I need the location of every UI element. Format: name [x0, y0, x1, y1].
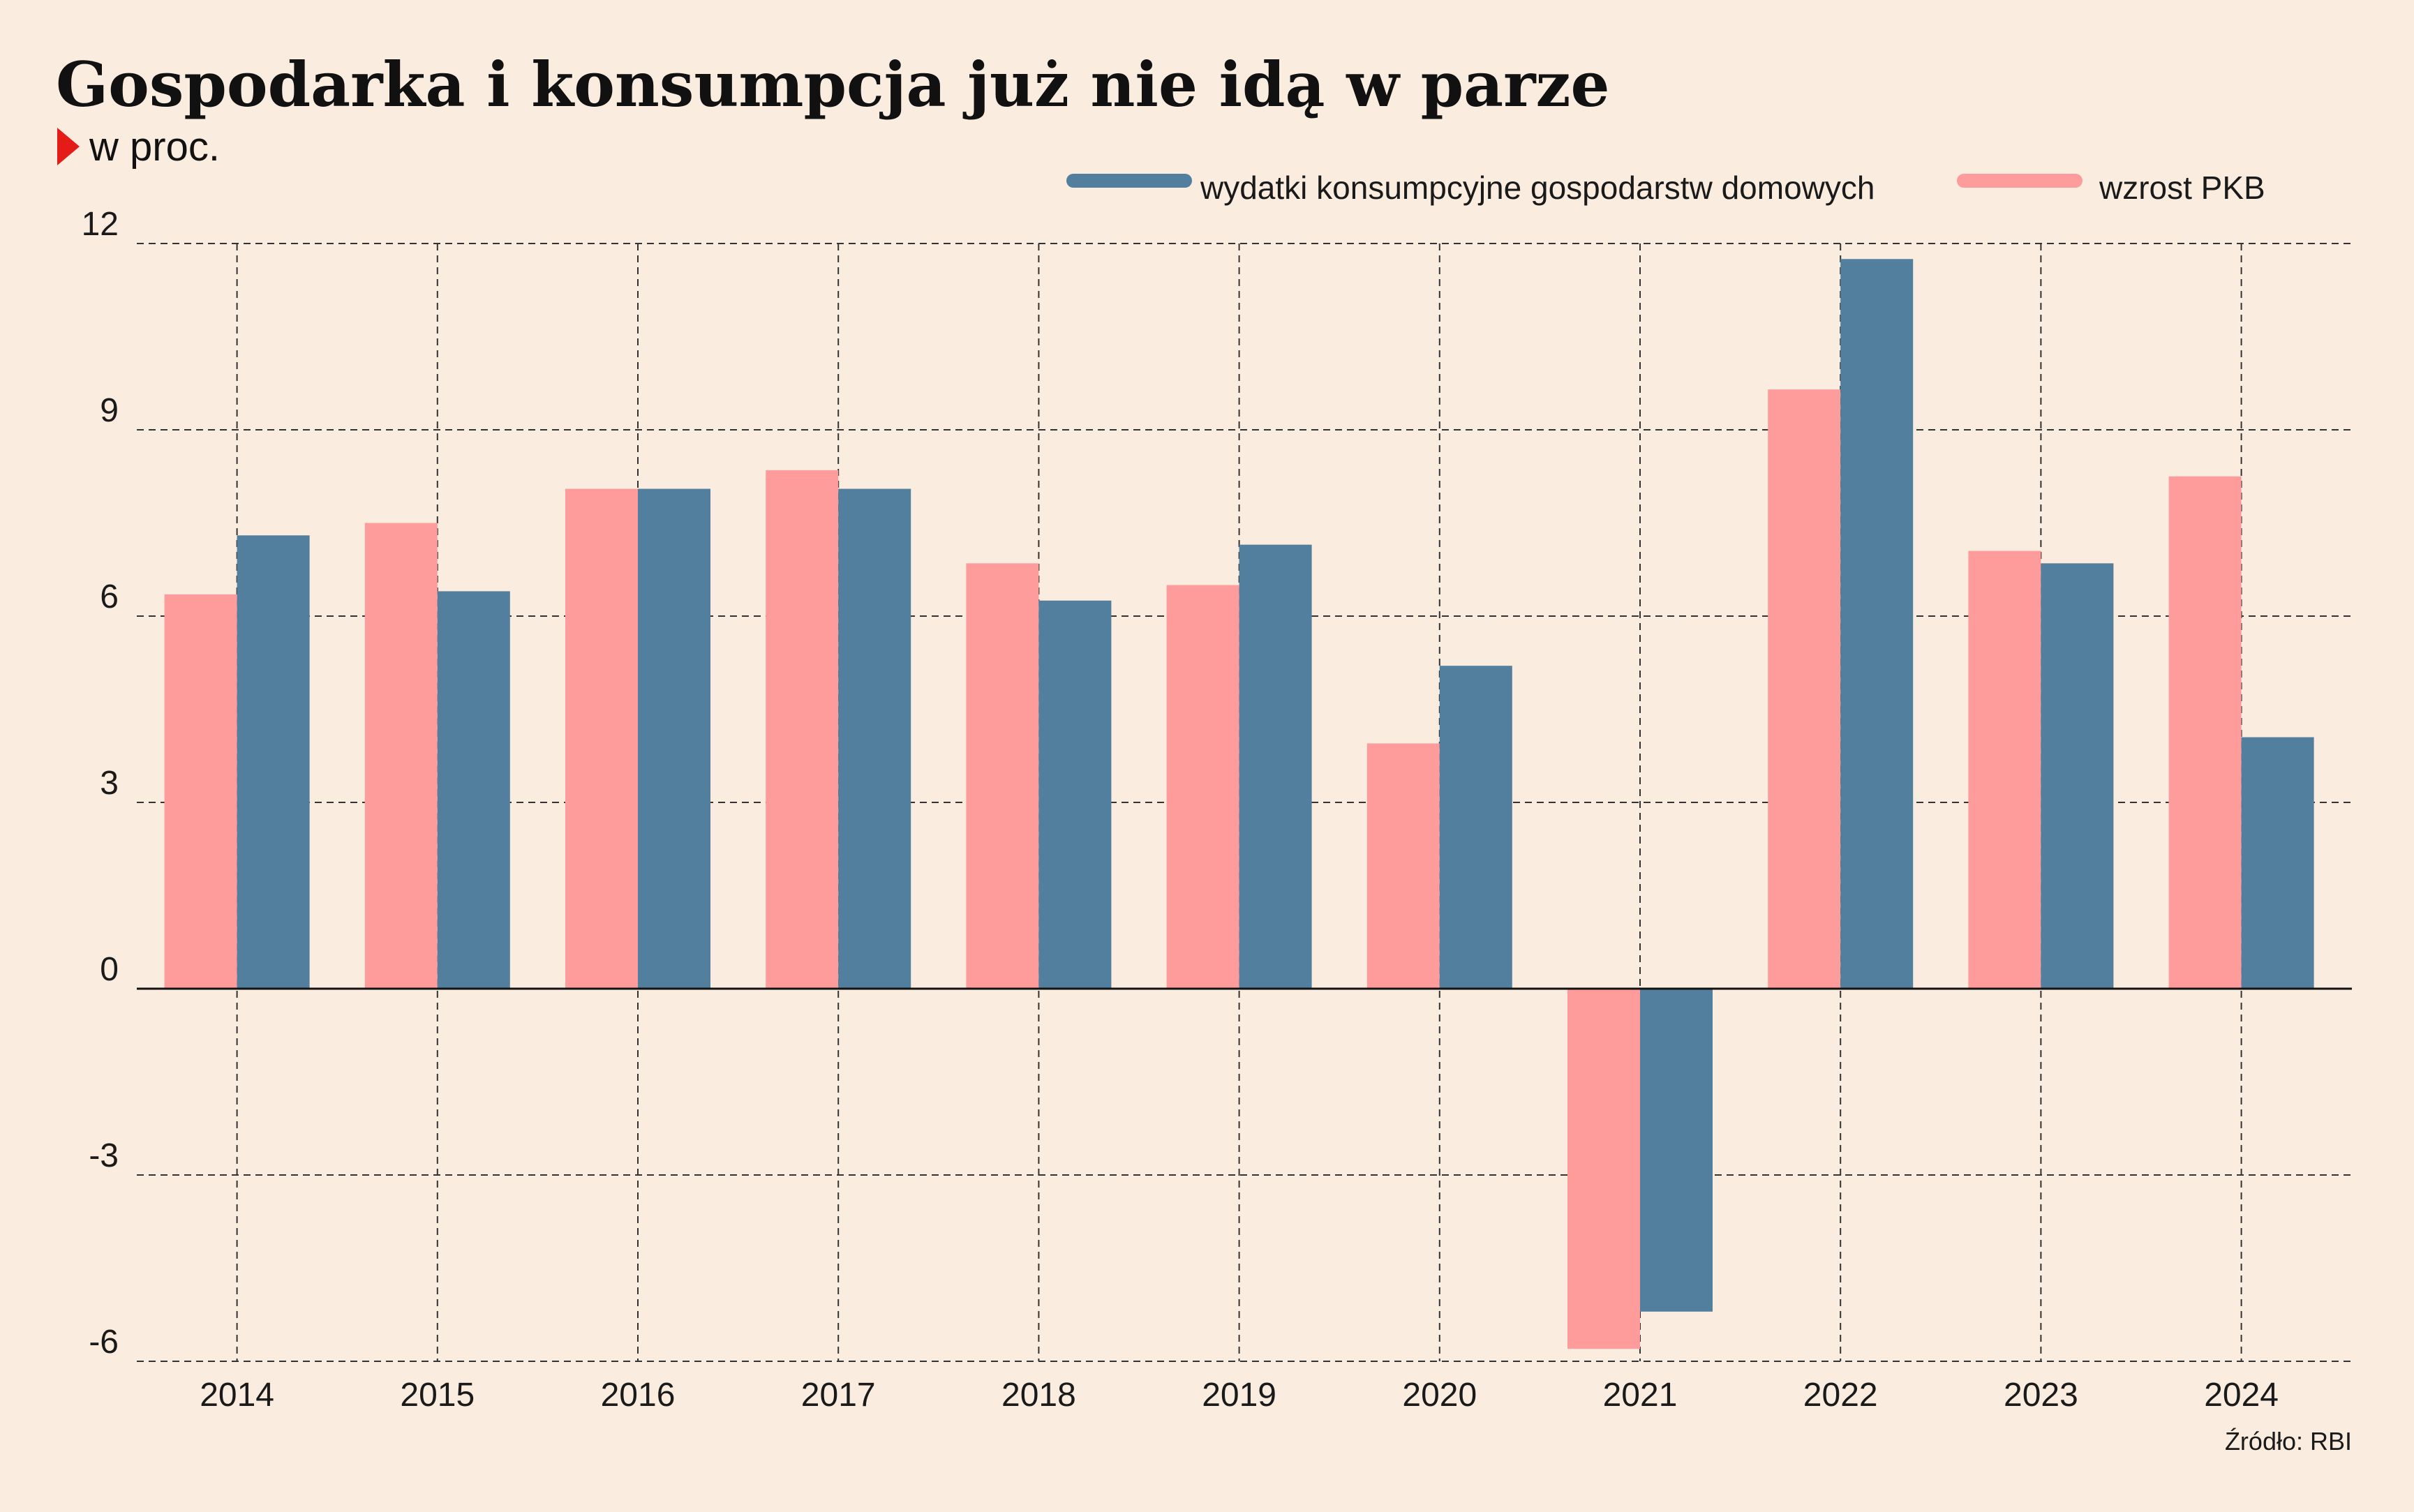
- legend-label: wydatki konsumpcyjne gospodarstw domowyc…: [1200, 170, 1875, 206]
- x-tick-label: 2016: [601, 1377, 676, 1414]
- y-tick-label: -6: [89, 1324, 119, 1361]
- bar-gdp-growth: [565, 488, 638, 989]
- legend: wydatki konsumpcyjne gospodarstw domowyc…: [1066, 170, 2265, 206]
- x-tick-label: 2020: [1402, 1377, 1477, 1414]
- bar-household-consumption: [237, 535, 310, 989]
- bar-household-consumption: [1239, 544, 1312, 989]
- bar-gdp-growth: [1567, 989, 1640, 1349]
- x-tick-label: 2021: [1603, 1377, 1678, 1414]
- bar-gdp-growth: [1768, 389, 1841, 989]
- axis-layer: 12 9 6 3 0 -3 -6 2014 2015 2016 2017 2018 2019 2020 20…: [82, 206, 2352, 1414]
- bar-household-consumption: [437, 591, 510, 989]
- y-tick-label: -3: [89, 1137, 119, 1174]
- bar-gdp-growth: [1166, 585, 1239, 989]
- y-tick-label: 12: [82, 206, 119, 243]
- bar-household-consumption: [638, 488, 710, 989]
- x-tick-label: 2018: [1001, 1377, 1076, 1414]
- bar-household-consumption: [2241, 737, 2314, 989]
- x-tick-label: 2014: [200, 1377, 274, 1414]
- bar-gdp-growth: [766, 470, 839, 989]
- bar-household-consumption: [838, 488, 911, 989]
- bar-gdp-growth: [364, 523, 438, 989]
- bar-household-consumption: [2041, 563, 2114, 989]
- x-tick-label: 2019: [1202, 1377, 1276, 1414]
- x-tick-label: 2023: [2004, 1377, 2078, 1414]
- y-tick-label: 3: [100, 765, 119, 802]
- bar-gdp-growth: [2168, 476, 2242, 989]
- legend-label: wzrost PKB: [2099, 170, 2265, 206]
- bar-gdp-growth: [1968, 551, 2041, 989]
- x-tick-label: 2015: [400, 1377, 475, 1414]
- bar-household-consumption: [1840, 259, 1914, 989]
- source-note: Źródło: RBI: [2225, 1427, 2352, 1455]
- bar-household-consumption: [1640, 989, 1713, 1312]
- chart-title: Gospodarka i konsumpcja już nie idą w pa…: [56, 48, 1609, 121]
- bar-gdp-growth: [164, 594, 237, 989]
- bar-gdp-growth: [966, 563, 1039, 989]
- bar-household-consumption: [1038, 600, 1112, 989]
- x-tick-label: 2017: [801, 1377, 876, 1414]
- bar-gdp-growth: [1366, 743, 1440, 989]
- chart-subtitle: w proc.: [89, 124, 220, 170]
- bars-layer: [164, 259, 2314, 1349]
- subtitle-marker-icon: [57, 128, 80, 165]
- y-tick-label: 0: [100, 951, 119, 988]
- x-tick-label: 2024: [2204, 1377, 2279, 1414]
- bar-household-consumption: [1439, 666, 1512, 989]
- y-tick-label: 6: [100, 578, 119, 615]
- x-tick-label: 2022: [1803, 1377, 1878, 1414]
- y-tick-label: 9: [100, 392, 119, 429]
